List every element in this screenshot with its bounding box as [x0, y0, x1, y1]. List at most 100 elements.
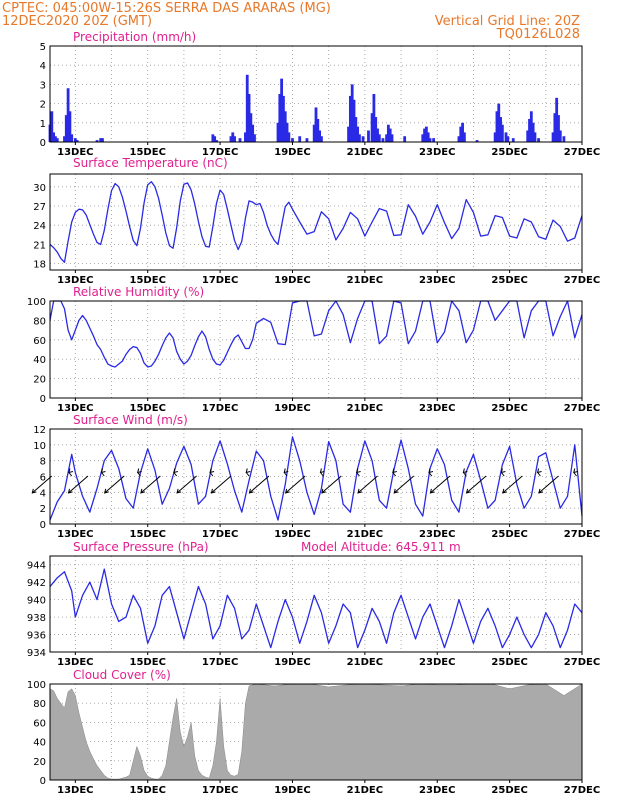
wind-vector [137, 472, 141, 477]
wind-vector-head [104, 488, 109, 494]
precip-bar [101, 138, 104, 142]
wind-vector [104, 475, 125, 494]
wind-vector [573, 472, 577, 477]
y-tick-label: 1 [40, 119, 46, 130]
precip-bar [247, 94, 251, 142]
wind-vector [245, 472, 250, 477]
x-tick-label: 21DEC [347, 785, 383, 796]
series-line-temp [49, 181, 583, 263]
x-tick-label: 27DEC [564, 275, 600, 286]
wind-vector-head [173, 468, 178, 474]
y-tick-label: 3 [40, 80, 46, 91]
x-tick-label: 13DEC [57, 403, 93, 414]
header-product-code: TQ0126L028 [496, 27, 580, 42]
wind-vector [68, 472, 73, 477]
precip-bar [99, 138, 103, 142]
wind-vector [249, 475, 270, 494]
y-tick-label: 18 [33, 260, 46, 271]
wind-vector [463, 472, 467, 477]
precip-bar [457, 136, 461, 142]
wind-vector [538, 475, 559, 494]
wind-vector-head [209, 468, 215, 474]
precip-bar [493, 132, 497, 142]
panel-pressure: Surface Pressure (hPa) Model Altitude: 6… [73, 540, 461, 554]
precip-bar [426, 132, 430, 142]
wind-vector-head [283, 468, 289, 474]
x-tick-label: 27DEC [564, 529, 600, 540]
precip-bar [282, 95, 285, 142]
precip-bar [562, 136, 566, 142]
precip-bar [63, 136, 66, 142]
y-tick-label: 100 [27, 297, 46, 308]
panel-plot-rh: 0 20 40 60 80 100 13DEC 15DEC 17DEC 19DEC 21DEC 23D… [27, 297, 600, 414]
y-tick-label: 4 [40, 61, 46, 72]
x-tick-label: 17DEC [202, 403, 238, 414]
x-tick-label: 27DEC [564, 657, 600, 668]
panel-title-humidity: Relative Humidity (%) [73, 285, 204, 299]
wind-vector [537, 472, 541, 477]
header-grid-note: Vertical Grid Line: 20Z [435, 14, 580, 29]
x-tick-label: 15DEC [130, 785, 166, 796]
wind-vector-head [573, 468, 578, 474]
precip-bar [291, 138, 294, 142]
precip-bar [475, 140, 479, 142]
wind-vector [173, 472, 178, 477]
x-tick-label: 23DEC [419, 275, 455, 286]
panel-title-wind: Surface Wind (m/s) [73, 413, 188, 427]
y-tick-label: 40 [33, 355, 46, 366]
x-tick-label: 13DEC [57, 147, 93, 158]
wind-vector-head [465, 488, 471, 494]
precip-bar [350, 84, 354, 142]
precip-bar [68, 111, 72, 142]
wind-vector [31, 475, 53, 494]
precip-bar [421, 134, 425, 142]
wind-vector-head [462, 468, 468, 474]
precip-bar [459, 126, 463, 142]
wind-vector-head [355, 468, 361, 474]
y-tick-label: 60 [33, 718, 46, 729]
panel-title-pressure: Surface Pressure (hPa) [73, 540, 209, 554]
precip-bar [386, 124, 390, 142]
x-tick-label: 25DEC [491, 785, 527, 796]
wind-vector-head [136, 468, 142, 474]
precip-bar [348, 95, 352, 142]
precip-bar [213, 136, 217, 142]
precip-bar [318, 130, 322, 142]
precip-bar [50, 111, 54, 142]
wind-vector-head [428, 468, 434, 474]
precip-bar [316, 118, 320, 142]
precip-bar [52, 132, 56, 142]
x-tick-label: 15DEC [130, 657, 166, 668]
precip-bar [54, 136, 57, 142]
panel-frame [49, 428, 583, 525]
y-tick-label: 944 [27, 561, 46, 572]
wind-vector-head [321, 488, 326, 494]
y-tick-label: 20 [33, 757, 46, 768]
precip-bar [70, 134, 74, 142]
y-tick-label: 10 [33, 441, 46, 452]
header-run-time: 12DEC2020 20Z (GMT) [2, 14, 152, 29]
wind-vector-head [500, 468, 506, 474]
precip-bar [385, 134, 388, 142]
y-tick-label: 80 [33, 316, 46, 327]
precip-bar [529, 111, 533, 142]
precip-bar [305, 138, 309, 142]
wind-vector-head [248, 488, 254, 494]
x-tick-label: 17DEC [202, 147, 238, 158]
x-tick-label: 21DEC [347, 403, 383, 414]
precip-bar [511, 138, 515, 142]
series-line-wind [49, 436, 583, 521]
precip-bar [95, 140, 99, 142]
wind-vector [101, 472, 105, 477]
y-tick-label: 938 [27, 613, 46, 624]
y-tick-label: 5 [40, 42, 46, 53]
x-tick-label: 23DEC [419, 147, 455, 158]
y-tick-label: 942 [27, 578, 46, 589]
precip-bar [377, 134, 381, 142]
precip-bar [347, 126, 350, 142]
wind-vector [502, 475, 523, 494]
panel-frame [49, 45, 583, 143]
wind-vector-head [538, 488, 544, 494]
precip-bar [497, 103, 501, 142]
y-tick-label: 20 [33, 375, 46, 386]
